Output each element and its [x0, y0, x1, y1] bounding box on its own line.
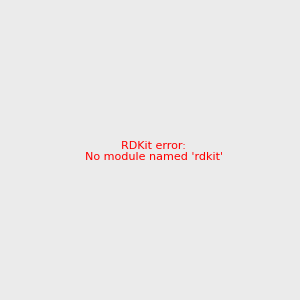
Text: RDKit error:
No module named 'rdkit': RDKit error: No module named 'rdkit' — [85, 141, 223, 162]
